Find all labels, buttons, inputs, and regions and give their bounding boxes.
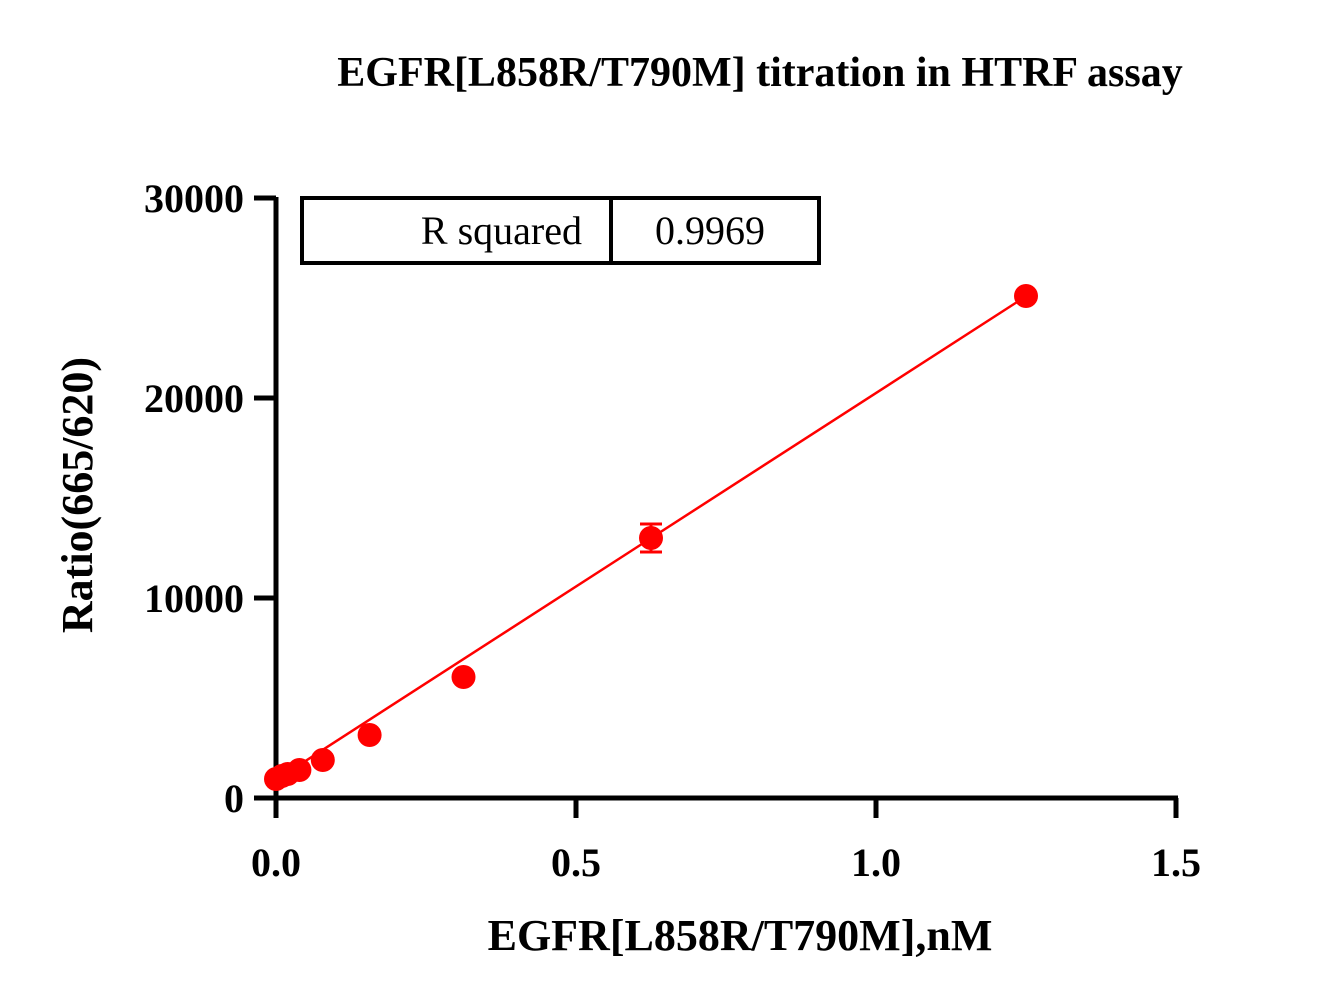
data-point [287, 758, 312, 782]
y-tick-label: 30000 [144, 176, 244, 221]
x-tick-label: 0.5 [551, 840, 601, 885]
y-tick-label: 20000 [144, 376, 244, 421]
x-tick-label: 0.0 [251, 840, 301, 885]
r-squared-table: R squared 0.9969 [300, 196, 821, 265]
data-points [264, 284, 1038, 791]
chart-title: EGFR[L858R/T790M] titration in HTRF assa… [337, 50, 1182, 96]
data-point [639, 526, 663, 550]
x-ticks: 0.0 0.5 1.0 1.5 [251, 798, 1201, 885]
axes [273, 197, 1178, 801]
y-ticks: 0 10000 20000 30000 [144, 176, 276, 821]
x-axis-label: EGFR[L858R/T790M],nM [488, 911, 993, 960]
y-tick-label: 10000 [144, 576, 244, 621]
data-point [310, 748, 335, 772]
r-squared-value: 0.9969 [655, 208, 765, 253]
x-tick-label: 1.0 [851, 840, 901, 885]
r-squared-table-border [300, 196, 821, 265]
data-point [357, 723, 382, 747]
y-tick-label: 0 [224, 776, 244, 821]
data-point [1014, 284, 1038, 308]
r-squared-label: R squared [421, 208, 582, 253]
x-tick-label: 1.5 [1151, 840, 1201, 885]
data-point [451, 665, 476, 689]
y-axis-label: Ratio(665/620) [53, 357, 102, 633]
